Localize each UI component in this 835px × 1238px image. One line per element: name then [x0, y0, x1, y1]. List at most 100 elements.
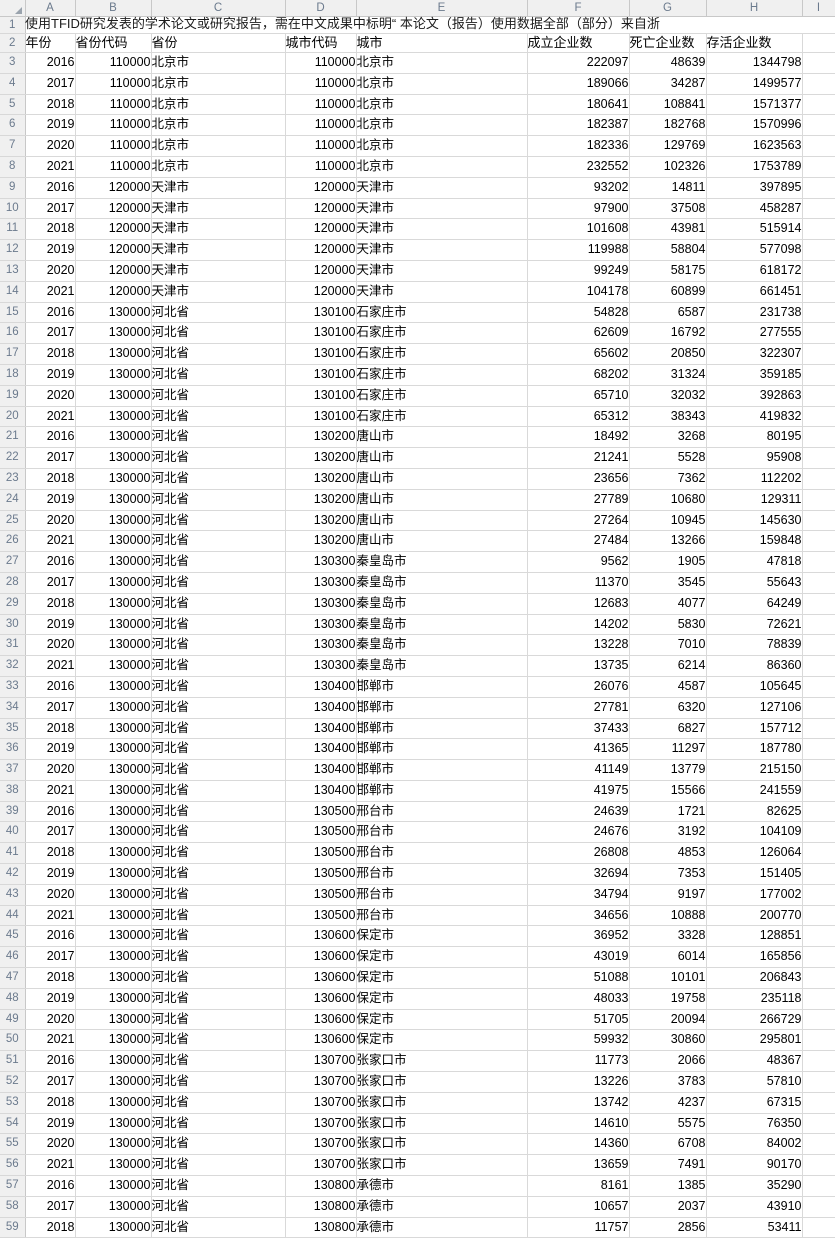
- cell-blank-i[interactable]: [802, 239, 835, 261]
- table-row[interactable]: 48 2019 130000 河北省 130600 保定市 48033 19758 235118: [0, 988, 835, 1010]
- cell-city-code[interactable]: 130300: [285, 655, 357, 677]
- cell-province[interactable]: 河北省: [151, 1133, 286, 1156]
- row-header-20[interactable]: 20: [0, 406, 26, 428]
- cell-year[interactable]: 2018: [25, 343, 76, 365]
- cell-province[interactable]: 河北省: [151, 468, 286, 490]
- cell-city-code[interactable]: 130700: [285, 1050, 357, 1073]
- row-header-18[interactable]: 18: [0, 364, 26, 386]
- cell-city-code[interactable]: 130400: [285, 780, 357, 802]
- row-header-7[interactable]: 7: [0, 135, 26, 157]
- cell-year[interactable]: 2016: [25, 1175, 76, 1197]
- header-province-code[interactable]: 省份代码: [75, 33, 152, 53]
- cell-city-code[interactable]: 130500: [285, 884, 357, 906]
- cell-province[interactable]: 河北省: [151, 302, 286, 324]
- cell-province-code[interactable]: 130000: [75, 530, 152, 553]
- row-header-1[interactable]: 1: [0, 16, 26, 34]
- cell-alive[interactable]: 82625: [706, 801, 803, 823]
- cell-alive[interactable]: 577098: [706, 239, 803, 261]
- table-row[interactable]: 26 2021 130000 河北省 130200 唐山市 27484 13266 159848: [0, 530, 835, 553]
- cell-year[interactable]: 2021: [25, 1029, 76, 1052]
- cell-alive[interactable]: 145630: [706, 510, 803, 532]
- row-header-45[interactable]: 45: [0, 925, 26, 948]
- row-header-33[interactable]: 33: [0, 676, 26, 698]
- table-row[interactable]: 51 2016 130000 河北省 130700 张家口市 11773 2066 48367: [0, 1050, 835, 1073]
- cell-alive[interactable]: 1571377: [706, 94, 803, 116]
- cell-died[interactable]: 48639: [629, 52, 707, 74]
- cell-city-code[interactable]: 130800: [285, 1196, 357, 1218]
- row-header-39[interactable]: 39: [0, 801, 26, 823]
- cell-established[interactable]: 41365: [527, 738, 630, 761]
- cell-blank-i[interactable]: [802, 364, 835, 386]
- cell-blank-i[interactable]: [802, 177, 835, 199]
- cell-year[interactable]: 2019: [25, 988, 76, 1010]
- table-row[interactable]: 12 2019 120000 天津市 120000 天津市 119988 58804 57709…: [0, 239, 835, 261]
- cell-city[interactable]: 保定市: [356, 967, 528, 989]
- cell-alive[interactable]: 127106: [706, 697, 803, 719]
- cell-province-code[interactable]: 130000: [75, 468, 152, 490]
- cell-blank-i[interactable]: [802, 676, 835, 698]
- cell-established[interactable]: 104178: [527, 281, 630, 303]
- row-header-14[interactable]: 14: [0, 281, 26, 303]
- cell-established[interactable]: 11757: [527, 1217, 630, 1238]
- table-row[interactable]: 53 2018 130000 河北省 130700 张家口市 13742 4237 67315: [0, 1092, 835, 1114]
- cell-year[interactable]: 2019: [25, 489, 76, 511]
- cell-died[interactable]: 10680: [629, 489, 707, 511]
- row-header-8[interactable]: 8: [0, 156, 26, 178]
- table-row[interactable]: 20 2021 130000 河北省 130100 石家庄市 65312 38343 41983…: [0, 406, 835, 428]
- row-header-11[interactable]: 11: [0, 218, 26, 241]
- table-row[interactable]: 33 2016 130000 河北省 130400 邯郸市 26076 4587 105645: [0, 676, 835, 698]
- cell-province[interactable]: 河北省: [151, 676, 286, 698]
- cell-alive[interactable]: 47818: [706, 551, 803, 573]
- cell-province-code[interactable]: 130000: [75, 1071, 152, 1093]
- cell-alive[interactable]: 48367: [706, 1050, 803, 1073]
- cell-blank-i[interactable]: [802, 884, 835, 906]
- cell-city-code[interactable]: 130600: [285, 946, 357, 969]
- cell-city[interactable]: 张家口市: [356, 1092, 528, 1114]
- cell-established[interactable]: 51705: [527, 1009, 630, 1031]
- table-row[interactable]: 17 2018 130000 河北省 130100 石家庄市 65602 20850 32230…: [0, 343, 835, 365]
- cell-year[interactable]: 2016: [25, 52, 76, 74]
- cell-city[interactable]: 张家口市: [356, 1113, 528, 1135]
- header-city-code[interactable]: 城市代码: [285, 33, 357, 53]
- cell-died[interactable]: 10101: [629, 967, 707, 989]
- cell-died[interactable]: 6587: [629, 302, 707, 324]
- cell-province-code[interactable]: 120000: [75, 260, 152, 282]
- cell-city-code[interactable]: 130300: [285, 572, 357, 594]
- cell-established[interactable]: 180641: [527, 94, 630, 116]
- cell-province-code[interactable]: 120000: [75, 218, 152, 241]
- cell-year[interactable]: 2018: [25, 718, 76, 740]
- table-row[interactable]: 56 2021 130000 河北省 130700 张家口市 13659 7491 90170: [0, 1154, 835, 1177]
- cell-established[interactable]: 101608: [527, 218, 630, 241]
- cell-died[interactable]: 60899: [629, 281, 707, 303]
- cell-died[interactable]: 31324: [629, 364, 707, 386]
- cell-city-code[interactable]: 120000: [285, 281, 357, 303]
- cell-established[interactable]: 11773: [527, 1050, 630, 1073]
- cell-year[interactable]: 2018: [25, 1092, 76, 1114]
- cell-established[interactable]: 12683: [527, 593, 630, 615]
- row-header-29[interactable]: 29: [0, 593, 26, 615]
- cell-province[interactable]: 河北省: [151, 530, 286, 553]
- cell-city[interactable]: 承德市: [356, 1175, 528, 1197]
- cell-city-code[interactable]: 130300: [285, 614, 357, 636]
- cell-province[interactable]: 天津市: [151, 239, 286, 261]
- cell-died[interactable]: 13779: [629, 759, 707, 781]
- cell-blank-i[interactable]: [802, 1029, 835, 1052]
- cell-province[interactable]: 河北省: [151, 322, 286, 345]
- cell-province[interactable]: 河北省: [151, 884, 286, 906]
- cell-year[interactable]: 2017: [25, 697, 76, 719]
- cell-province-code[interactable]: 130000: [75, 1154, 152, 1177]
- cell-alive[interactable]: 84002: [706, 1133, 803, 1156]
- cell-established[interactable]: 10657: [527, 1196, 630, 1218]
- cell-alive[interactable]: 419832: [706, 406, 803, 428]
- cell-died[interactable]: 43981: [629, 218, 707, 241]
- cell-city[interactable]: 北京市: [356, 114, 528, 137]
- cell-province[interactable]: 河北省: [151, 842, 286, 865]
- cell-city[interactable]: 石家庄市: [356, 364, 528, 386]
- cell-province[interactable]: 北京市: [151, 73, 286, 95]
- cell-established[interactable]: 27484: [527, 530, 630, 553]
- cell-established[interactable]: 14360: [527, 1133, 630, 1156]
- header-province[interactable]: 省份: [151, 33, 286, 53]
- cell-blank-i[interactable]: [802, 343, 835, 365]
- cell-province-code[interactable]: 130000: [75, 510, 152, 532]
- cell-died[interactable]: 19758: [629, 988, 707, 1010]
